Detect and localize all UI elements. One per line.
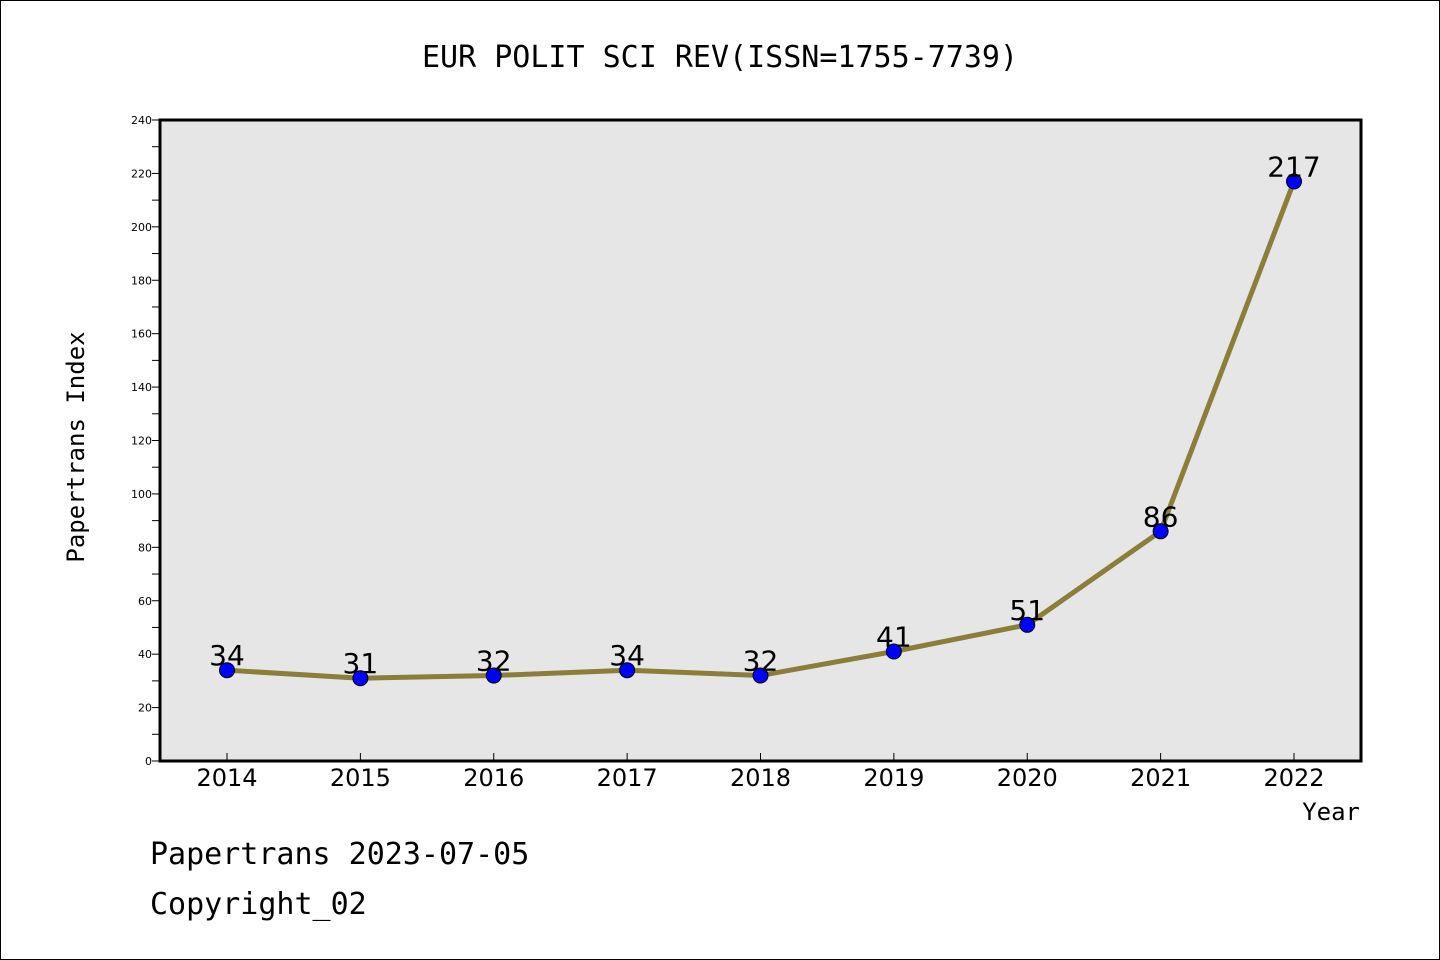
x-tick-label: 2015 — [330, 764, 391, 792]
data-label: 32 — [743, 645, 779, 678]
y-axis-ticks: 0 20 40 60 80 100 120 140 160 180 200 220 240 — [131, 114, 160, 768]
data-label: 217 — [1267, 150, 1320, 183]
y-tick-label: 40 — [138, 648, 152, 661]
x-tick-label: 2014 — [196, 764, 257, 792]
data-point-marker — [1152, 523, 1169, 540]
x-tick-label: 2018 — [730, 764, 791, 792]
x-tick-label: 2019 — [863, 764, 924, 792]
data-point-marker — [619, 662, 636, 679]
x-tick-label: 2021 — [1130, 764, 1191, 792]
y-tick-label: 220 — [131, 167, 152, 180]
data-point-marker — [352, 670, 369, 687]
y-tick-label: 80 — [138, 541, 152, 554]
footer-copyright: Copyright_02 — [150, 887, 367, 922]
y-tick-label: 160 — [131, 328, 152, 341]
plot-area — [158, 118, 1363, 763]
data-point-marker — [885, 643, 902, 660]
y-tick-label: 120 — [131, 435, 152, 448]
data-label: 51 — [1009, 594, 1045, 627]
x-tick-label: 2022 — [1263, 764, 1324, 792]
data-point-marker — [752, 667, 769, 684]
y-tick-label: 20 — [138, 702, 152, 715]
data-label: 34 — [209, 639, 245, 672]
data-point-marker — [485, 667, 502, 684]
data-label: 32 — [476, 645, 512, 678]
data-label: 31 — [343, 647, 379, 680]
y-tick-label: 200 — [131, 221, 152, 234]
data-label: 41 — [876, 620, 912, 653]
x-axis-label: Year — [1302, 798, 1360, 826]
y-tick-label: 0 — [145, 755, 152, 768]
footer-date: Papertrans 2023-07-05 — [150, 837, 529, 872]
y-tick-label: 60 — [138, 595, 152, 608]
data-point-marker — [1019, 616, 1036, 633]
x-axis-ticks: 2014 2015 2016 2017 2018 2019 2020 2021 2022 — [196, 753, 1325, 792]
x-tick-label: 2016 — [463, 764, 524, 792]
y-tick-label: 100 — [131, 488, 152, 501]
series-group: 34 31 32 34 32 41 51 86 217 — [209, 150, 1321, 687]
y-tick-label: 240 — [131, 114, 152, 127]
data-point-marker — [1286, 173, 1302, 190]
x-tick-label: 2020 — [997, 764, 1058, 792]
data-label: 86 — [1143, 500, 1179, 533]
data-point-marker — [219, 662, 235, 679]
x-tick-label: 2017 — [597, 764, 658, 792]
chart-title: EUR POLIT SCI REV(ISSN=1755-7739) — [422, 40, 1018, 75]
data-label: 34 — [609, 639, 645, 672]
y-tick-label: 180 — [131, 274, 152, 287]
y-axis-label: Papertrans Index — [62, 331, 90, 562]
y-tick-label: 140 — [131, 381, 152, 394]
